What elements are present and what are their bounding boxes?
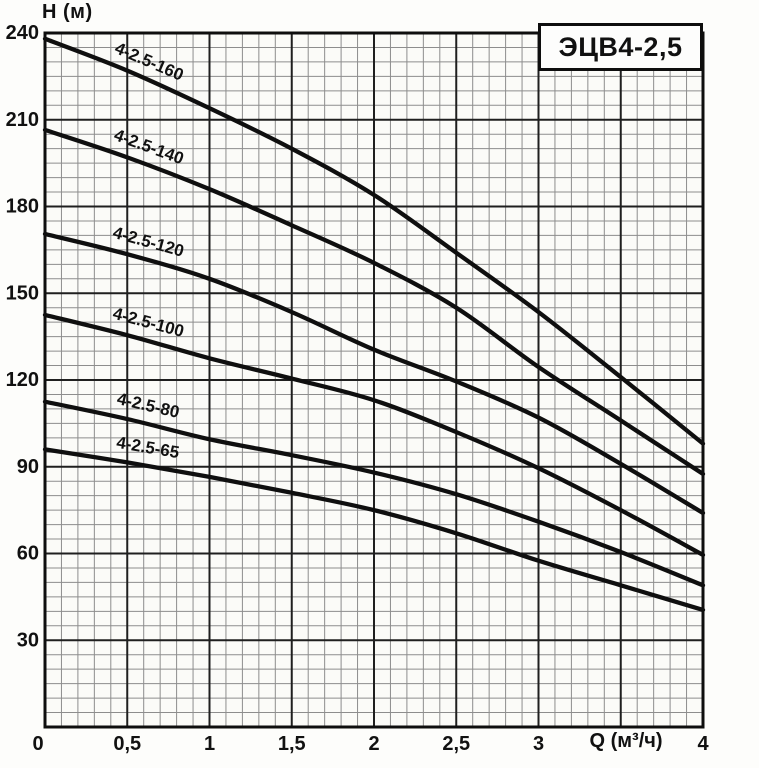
y-tick-label: 120 xyxy=(6,369,39,391)
pump-curve xyxy=(42,399,706,588)
x-axis-title: Q (м³/ч) xyxy=(589,730,663,752)
x-tick-label: 2,5 xyxy=(442,733,470,755)
x-tick-label: 0 xyxy=(32,733,43,755)
y-tick-label: 60 xyxy=(17,543,39,565)
x-tick-label: 3 xyxy=(533,733,544,755)
y-tick-label: 210 xyxy=(6,109,39,131)
y-axis-title: H (м) xyxy=(42,1,93,23)
x-tick-label: 2 xyxy=(368,733,379,755)
pump-curve xyxy=(42,312,706,558)
pump-curve xyxy=(42,447,706,613)
x-tick-label: 0,5 xyxy=(113,733,141,755)
y-tick-label: 240 xyxy=(6,22,39,44)
y-tick-label: 90 xyxy=(17,456,39,478)
y-tick-label: 180 xyxy=(6,196,39,218)
plot-frame xyxy=(43,31,705,729)
pump-curve xyxy=(42,36,706,446)
y-tick-label: 150 xyxy=(6,282,39,304)
pump-model-title-box: ЭЦВ4-2,5 xyxy=(538,23,703,71)
pump-curve xyxy=(42,231,706,516)
pump-curve xyxy=(42,127,706,477)
x-tick-label: 4 xyxy=(697,733,709,755)
x-tick-label: 1,5 xyxy=(278,733,306,755)
pump-model-title: ЭЦВ4-2,5 xyxy=(558,31,683,62)
y-tick-label: 30 xyxy=(17,629,39,651)
x-tick-label: 1 xyxy=(204,733,215,755)
